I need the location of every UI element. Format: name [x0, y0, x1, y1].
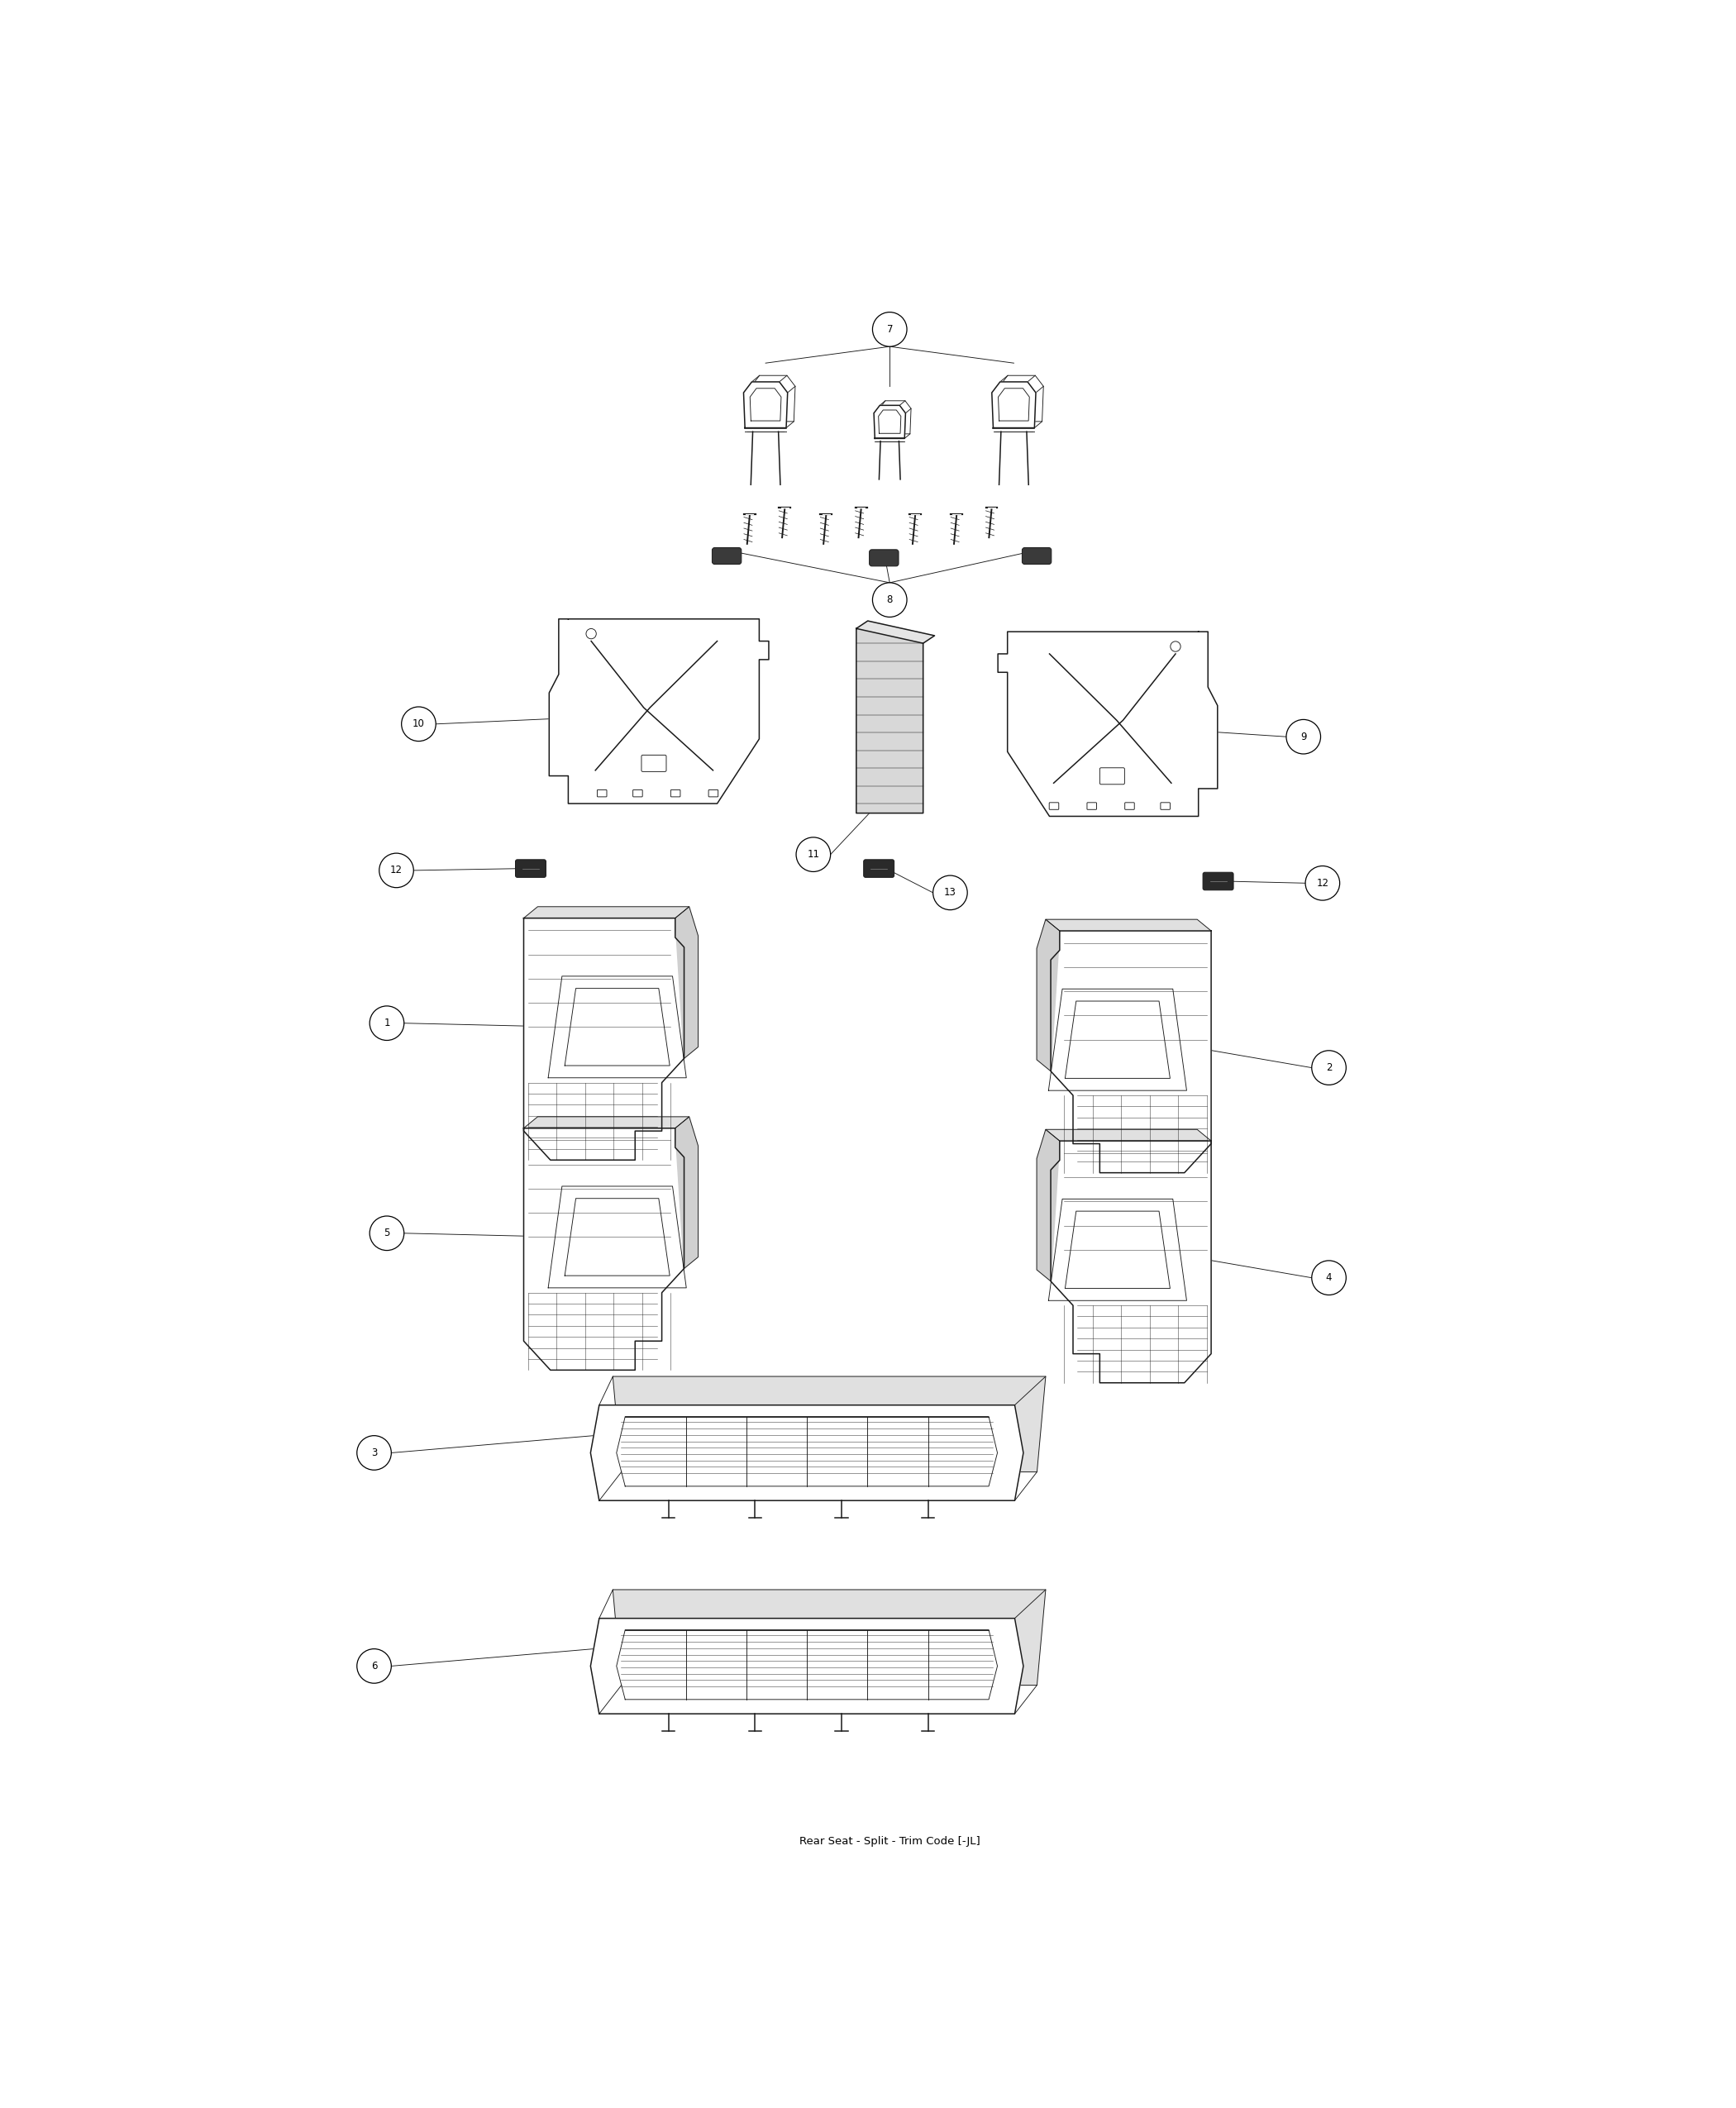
Circle shape — [401, 706, 436, 742]
FancyBboxPatch shape — [1023, 548, 1052, 565]
Text: 7: 7 — [887, 325, 892, 335]
Circle shape — [873, 312, 906, 346]
Polygon shape — [675, 906, 698, 1058]
Polygon shape — [1050, 1140, 1212, 1383]
Text: 10: 10 — [413, 719, 425, 729]
FancyBboxPatch shape — [870, 550, 899, 567]
FancyBboxPatch shape — [1203, 873, 1233, 890]
Circle shape — [358, 1648, 391, 1684]
Circle shape — [873, 582, 906, 618]
FancyBboxPatch shape — [712, 548, 741, 565]
Text: 6: 6 — [372, 1661, 377, 1672]
FancyBboxPatch shape — [516, 860, 545, 877]
Polygon shape — [549, 620, 769, 803]
Circle shape — [1286, 719, 1321, 755]
Text: 9: 9 — [1300, 731, 1307, 742]
Circle shape — [358, 1436, 391, 1469]
Polygon shape — [590, 1619, 1023, 1714]
Text: Rear Seat - Split - Trim Code [-JL]: Rear Seat - Split - Trim Code [-JL] — [799, 1836, 981, 1847]
Polygon shape — [1045, 1130, 1212, 1140]
Text: 11: 11 — [807, 850, 819, 860]
Polygon shape — [524, 919, 684, 1159]
Polygon shape — [1045, 919, 1212, 932]
Polygon shape — [743, 382, 788, 428]
Polygon shape — [524, 906, 689, 919]
Polygon shape — [590, 1406, 1023, 1501]
Polygon shape — [991, 382, 1036, 428]
Polygon shape — [524, 1128, 684, 1370]
Circle shape — [1312, 1050, 1345, 1086]
Polygon shape — [613, 1377, 1045, 1471]
Text: 5: 5 — [384, 1227, 391, 1240]
Circle shape — [378, 854, 413, 887]
Polygon shape — [1036, 919, 1059, 1071]
FancyBboxPatch shape — [863, 860, 894, 877]
Circle shape — [1312, 1261, 1345, 1294]
Text: 13: 13 — [944, 887, 957, 898]
Circle shape — [797, 837, 830, 873]
Polygon shape — [873, 405, 906, 438]
Text: 8: 8 — [887, 594, 892, 605]
Polygon shape — [998, 632, 1217, 816]
Circle shape — [370, 1216, 404, 1250]
Text: 2: 2 — [1326, 1062, 1332, 1073]
Text: 4: 4 — [1326, 1273, 1332, 1284]
Text: 3: 3 — [372, 1448, 377, 1459]
Circle shape — [370, 1006, 404, 1041]
Text: 12: 12 — [1316, 877, 1328, 887]
Polygon shape — [1036, 1130, 1059, 1282]
Polygon shape — [1050, 932, 1212, 1172]
Circle shape — [932, 875, 967, 911]
Circle shape — [1305, 866, 1340, 900]
Polygon shape — [613, 1589, 1045, 1684]
Polygon shape — [675, 1117, 698, 1269]
Polygon shape — [856, 622, 934, 643]
Polygon shape — [856, 628, 924, 814]
Text: 1: 1 — [384, 1018, 391, 1029]
Polygon shape — [524, 1117, 689, 1128]
Text: 12: 12 — [391, 864, 403, 875]
